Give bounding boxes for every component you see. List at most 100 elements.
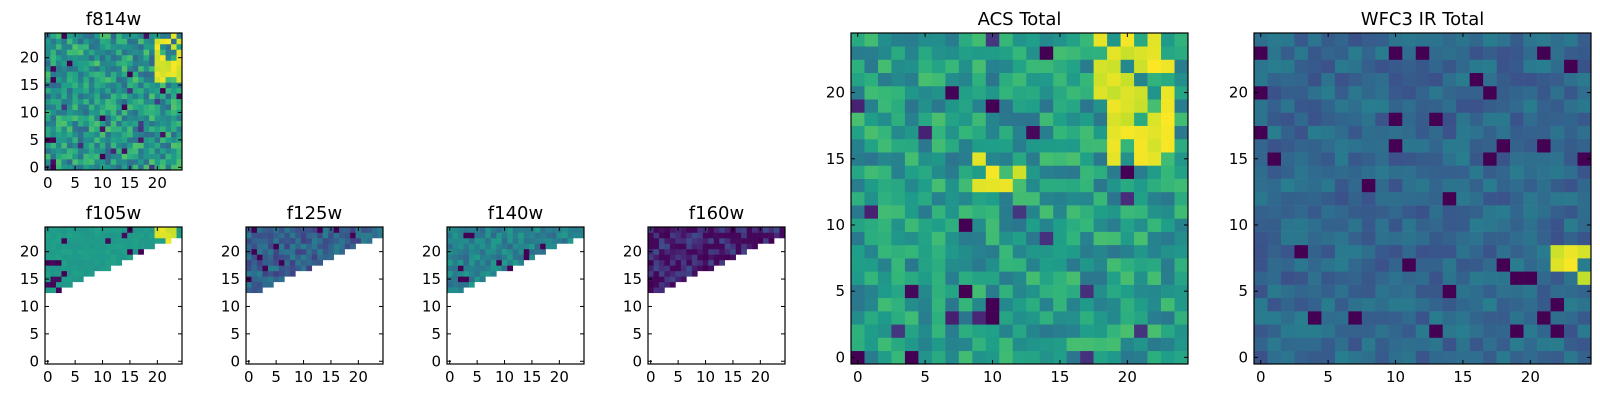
- heatmap-cell: [457, 259, 464, 266]
- heatmap-cell: [985, 297, 1000, 312]
- heatmap-cell: [165, 54, 172, 61]
- heatmap-cell: [1093, 231, 1108, 246]
- heatmap-cell: [518, 248, 525, 255]
- heatmap-cell: [757, 232, 764, 239]
- heatmap-cell: [877, 258, 892, 272]
- heatmap-cell: [1388, 244, 1403, 259]
- heatmap-cell: [1321, 138, 1336, 153]
- heatmap-cell: [891, 33, 906, 47]
- chart-title: WFC3 IR Total: [1361, 9, 1484, 30]
- heatmap-cell: [463, 237, 470, 244]
- heatmap-cell: [664, 237, 671, 244]
- heatmap-cell: [171, 148, 177, 154]
- heatmap-cell: [1537, 324, 1551, 338]
- heatmap-cell: [149, 137, 155, 143]
- heatmap-cell: [1523, 271, 1538, 285]
- heatmap-cell: [457, 243, 464, 250]
- heatmap-cell: [72, 71, 79, 78]
- heatmap-cell: [1442, 165, 1457, 179]
- heatmap-cell: [110, 243, 117, 250]
- heatmap-cell: [1348, 33, 1363, 47]
- heatmap-cell: [311, 259, 318, 266]
- heatmap-cell: [891, 271, 906, 285]
- heatmap-cell: [105, 33, 112, 39]
- heatmap-cell: [72, 98, 79, 105]
- heatmap-cell: [1174, 85, 1189, 100]
- heatmap-cell: [518, 259, 525, 266]
- heatmap-cell: [121, 131, 128, 138]
- heatmap-cell: [496, 237, 503, 244]
- x-tick-label: 5: [673, 368, 683, 386]
- heatmap-cell: [1456, 231, 1470, 246]
- x-tick-label: 10: [983, 368, 1002, 386]
- heatmap-cell: [1039, 311, 1054, 325]
- heatmap-cell: [160, 33, 166, 39]
- heatmap-cell: [1280, 178, 1295, 193]
- heatmap-cell: [1375, 59, 1390, 74]
- heatmap-cell: [1415, 165, 1430, 179]
- heatmap-cell: [931, 271, 946, 285]
- heatmap-cell: [1120, 138, 1135, 153]
- heatmap-cell: [149, 164, 155, 171]
- heatmap-cell: [278, 232, 285, 239]
- heatmap-cell: [972, 297, 987, 312]
- heatmap-cell: [1267, 311, 1282, 325]
- heatmap-cell: [1375, 297, 1390, 312]
- heatmap-cell: [1537, 311, 1551, 325]
- heatmap-cell: [529, 237, 535, 244]
- heatmap-cell: [1442, 284, 1457, 299]
- x-tick-label: 5: [920, 368, 930, 386]
- heatmap-cell: [317, 237, 324, 244]
- heatmap-cell: [256, 265, 263, 272]
- heatmap-cell: [1469, 99, 1484, 113]
- heatmap-cell: [1053, 297, 1067, 312]
- heatmap-cell: [851, 165, 865, 179]
- heatmap-cell: [88, 237, 95, 244]
- heatmap-cell: [50, 38, 57, 45]
- heatmap-cell: [768, 232, 775, 239]
- heatmap-cell: [1375, 218, 1390, 232]
- heatmap-cell: [697, 237, 704, 244]
- heatmap-cell: [490, 259, 497, 266]
- heatmap-cell: [94, 54, 101, 61]
- heatmap-cell: [1294, 112, 1309, 126]
- heatmap-cell: [891, 324, 906, 338]
- heatmap-cell: [1564, 337, 1578, 352]
- heatmap-cell: [138, 164, 144, 171]
- heatmap-cell: [1093, 59, 1108, 74]
- heatmap-cell: [490, 232, 497, 239]
- heatmap-cell: [1564, 72, 1578, 87]
- heatmap-cell: [1510, 112, 1524, 126]
- heatmap-cell: [891, 46, 906, 60]
- heatmap-cell: [83, 87, 90, 94]
- heatmap-cell: [99, 49, 106, 56]
- heatmap-cell: [171, 227, 177, 233]
- heatmap-cell: [1537, 178, 1551, 193]
- heatmap-cell: [105, 142, 112, 149]
- heatmap-cell: [132, 109, 139, 116]
- heatmap-cell: [160, 164, 166, 171]
- heatmap-cell: [1537, 258, 1551, 272]
- heatmap-cell: [972, 244, 987, 259]
- heatmap-cell: [999, 311, 1014, 325]
- heatmap-cell: [708, 259, 715, 266]
- heatmap-cell: [262, 259, 269, 266]
- heatmap-cell: [165, 71, 172, 78]
- heatmap-cell: [474, 237, 481, 244]
- heatmap-cell: [149, 227, 155, 233]
- heatmap-cell: [1107, 85, 1121, 100]
- heatmap-cell: [877, 231, 892, 246]
- heatmap-cell: [1254, 297, 1268, 312]
- heatmap-cell: [945, 271, 960, 285]
- heatmap-cell: [322, 254, 329, 261]
- heatmap-cell: [653, 232, 660, 239]
- heatmap-cell: [61, 120, 68, 127]
- heatmap-cell: [1053, 258, 1067, 272]
- heatmap-cell: [72, 54, 79, 61]
- heatmap-cell: [691, 243, 698, 250]
- heatmap-cell: [1510, 271, 1524, 285]
- heatmap-cell: [165, 98, 172, 105]
- heatmap-cell: [468, 248, 475, 255]
- heatmap-cell: [1026, 191, 1041, 206]
- heatmap-cell: [1174, 138, 1189, 153]
